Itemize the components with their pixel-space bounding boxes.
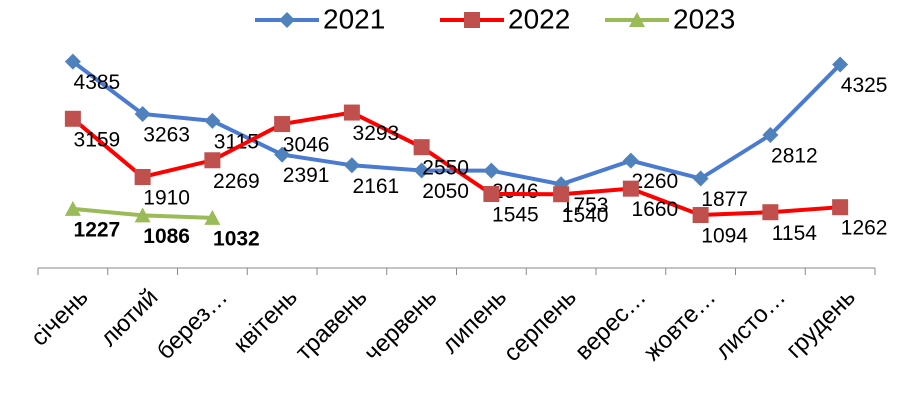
series	[64, 104, 849, 224]
marker	[413, 162, 430, 179]
marker	[204, 112, 221, 129]
marker	[279, 12, 295, 28]
marker	[483, 186, 500, 203]
data-label: 2550	[422, 157, 469, 180]
marker	[692, 170, 709, 187]
marker	[553, 186, 570, 203]
marker	[343, 157, 360, 174]
data-label: 1877	[701, 188, 748, 211]
x-tick-label: верес…	[570, 284, 652, 366]
marker	[464, 12, 480, 28]
marker	[832, 199, 849, 216]
data-label: 1545	[492, 204, 539, 227]
data-label: 1086	[143, 225, 190, 248]
data-label: 2391	[283, 164, 330, 187]
marker	[629, 12, 645, 27]
marker	[343, 104, 360, 121]
data-label: 3263	[143, 123, 190, 146]
marker	[134, 105, 151, 122]
marker	[64, 53, 81, 70]
data-label: 1540	[562, 204, 609, 227]
data-label: 1910	[143, 187, 190, 210]
series-line	[71, 110, 841, 218]
x-tick-label: листо…	[710, 284, 791, 365]
data-label: 1154	[772, 222, 817, 245]
x-tick-label: лютий	[95, 284, 163, 352]
marker	[64, 200, 81, 216]
marker	[64, 110, 81, 127]
data-label: 2812	[771, 145, 818, 168]
marker	[274, 116, 291, 133]
data-label: 3115	[214, 130, 259, 153]
marker	[622, 152, 639, 169]
x-tick-label: січень	[26, 284, 94, 352]
data-label: 3293	[353, 122, 400, 145]
marker	[832, 56, 849, 73]
x-tick-label: жовте…	[639, 284, 722, 367]
marker	[134, 168, 151, 185]
data-label: 1262	[841, 217, 888, 240]
marker	[483, 162, 500, 179]
data-label: 2050	[422, 180, 469, 203]
data-label: 1227	[74, 218, 121, 241]
marker	[274, 146, 291, 163]
x-tick-label: травень	[290, 284, 372, 366]
data-label: 1753	[562, 194, 609, 217]
legend-label: 2021	[323, 3, 385, 34]
data-label: 2269	[213, 170, 260, 193]
x-tick-label: берез…	[152, 284, 233, 365]
x-tick-label: червень	[359, 284, 442, 367]
data-label: 3046	[283, 134, 330, 157]
data-label: 1032	[213, 227, 260, 250]
data-label: 2046	[492, 180, 539, 203]
marker	[204, 209, 221, 225]
marker	[134, 207, 151, 223]
data-label: 2260	[632, 170, 679, 193]
data-label: 2161	[353, 175, 400, 198]
marker	[762, 126, 779, 143]
data-label: 1660	[632, 198, 679, 221]
x-tick-label: грудень	[781, 284, 861, 364]
marker	[204, 152, 221, 169]
marker	[413, 139, 430, 156]
legend-label: 2023	[673, 3, 735, 34]
legend-label: 2022	[508, 3, 570, 34]
series	[64, 200, 221, 225]
x-tick-label: серпень	[499, 284, 582, 367]
data-label: 3159	[74, 128, 121, 151]
marker	[692, 207, 709, 224]
data-label: 4385	[74, 71, 121, 94]
data-label: 1094	[701, 225, 748, 248]
marker	[622, 180, 639, 197]
marker	[762, 204, 779, 221]
data-label: 4325	[841, 74, 888, 97]
